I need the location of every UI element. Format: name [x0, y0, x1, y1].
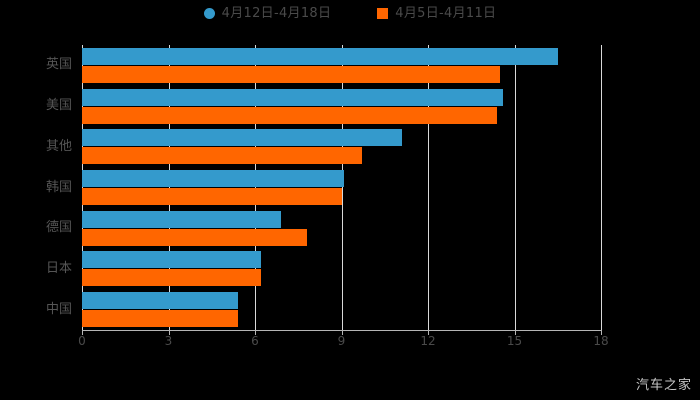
bar-德国-series-1[interactable] [82, 228, 307, 246]
chart-legend: 4月12日-4月18日 4月5日-4月11日 [0, 6, 700, 21]
x-tick-mark-18 [601, 330, 602, 335]
y-axis-label-日本: 日本 [45, 260, 72, 276]
y-axis-label-韩国: 韩国 [45, 179, 72, 195]
x-tick-label-15: 15 [506, 334, 523, 348]
bar-美国-series-1[interactable] [82, 106, 498, 124]
x-tick-label-6: 6 [251, 334, 259, 348]
bar-日本-series-0[interactable] [82, 251, 261, 269]
gridline-9 [341, 45, 343, 330]
circle-marker-icon [203, 8, 215, 19]
y-axis-labels: 英国美国其他韩国德国日本中国 [0, 45, 72, 330]
gridline-6 [255, 45, 256, 330]
legend-item-1[interactable]: 4月5日-4月11日 [377, 6, 496, 21]
x-tick-mark-9 [341, 330, 343, 335]
legend-label-0: 4月12日-4月18日 [221, 6, 332, 21]
bar-美国-series-0[interactable] [82, 88, 503, 106]
x-tick-mark-3 [168, 330, 170, 335]
bar-德国-series-0[interactable] [82, 210, 281, 228]
bar-中国-series-0[interactable] [82, 292, 238, 310]
x-tick-label-9: 9 [337, 334, 346, 348]
bar-其他-series-1[interactable] [82, 147, 362, 165]
x-tick-label-3: 3 [164, 334, 173, 348]
bar-日本-series-1[interactable] [82, 269, 261, 287]
y-axis-label-英国: 英国 [45, 57, 72, 73]
gridline-12 [428, 45, 429, 330]
x-tick-label-12: 12 [420, 334, 436, 348]
y-axis-label-德国: 德国 [45, 220, 72, 236]
y-axis-label-美国: 美国 [45, 98, 72, 114]
legend-label-1: 4月5日-4月11日 [395, 6, 497, 21]
x-tick-label-0: 0 [78, 334, 86, 348]
x-axis-tick-labels: 0 3 6 9 12 15 18 [0, 334, 700, 354]
bar-英国-series-0[interactable] [82, 47, 558, 65]
bar-韩国-series-0[interactable] [82, 170, 345, 187]
gridline-18 [601, 45, 602, 330]
y-axis-label-中国: 中国 [45, 301, 72, 317]
gridline-0 [82, 45, 83, 330]
bar-其他-series-0[interactable] [82, 129, 403, 147]
x-tick-mark-0 [82, 330, 83, 335]
bar-英国-series-1[interactable] [82, 65, 501, 83]
x-tick-mark-12 [428, 330, 429, 335]
square-marker-icon [377, 8, 389, 19]
legend-item-0[interactable]: 4月12日-4月18日 [203, 6, 332, 21]
x-tick-mark-15 [514, 330, 516, 335]
watermark: 汽车之家 [635, 378, 692, 393]
gridline-3 [168, 45, 170, 330]
bar-中国-series-1[interactable] [82, 310, 238, 328]
gridline-15 [514, 45, 516, 330]
x-tick-label-18: 18 [593, 334, 609, 348]
plot-area [82, 45, 602, 330]
x-tick-mark-6 [255, 330, 256, 335]
y-axis-label-其他: 其他 [45, 138, 72, 154]
bar-韩国-series-1[interactable] [82, 188, 342, 205]
